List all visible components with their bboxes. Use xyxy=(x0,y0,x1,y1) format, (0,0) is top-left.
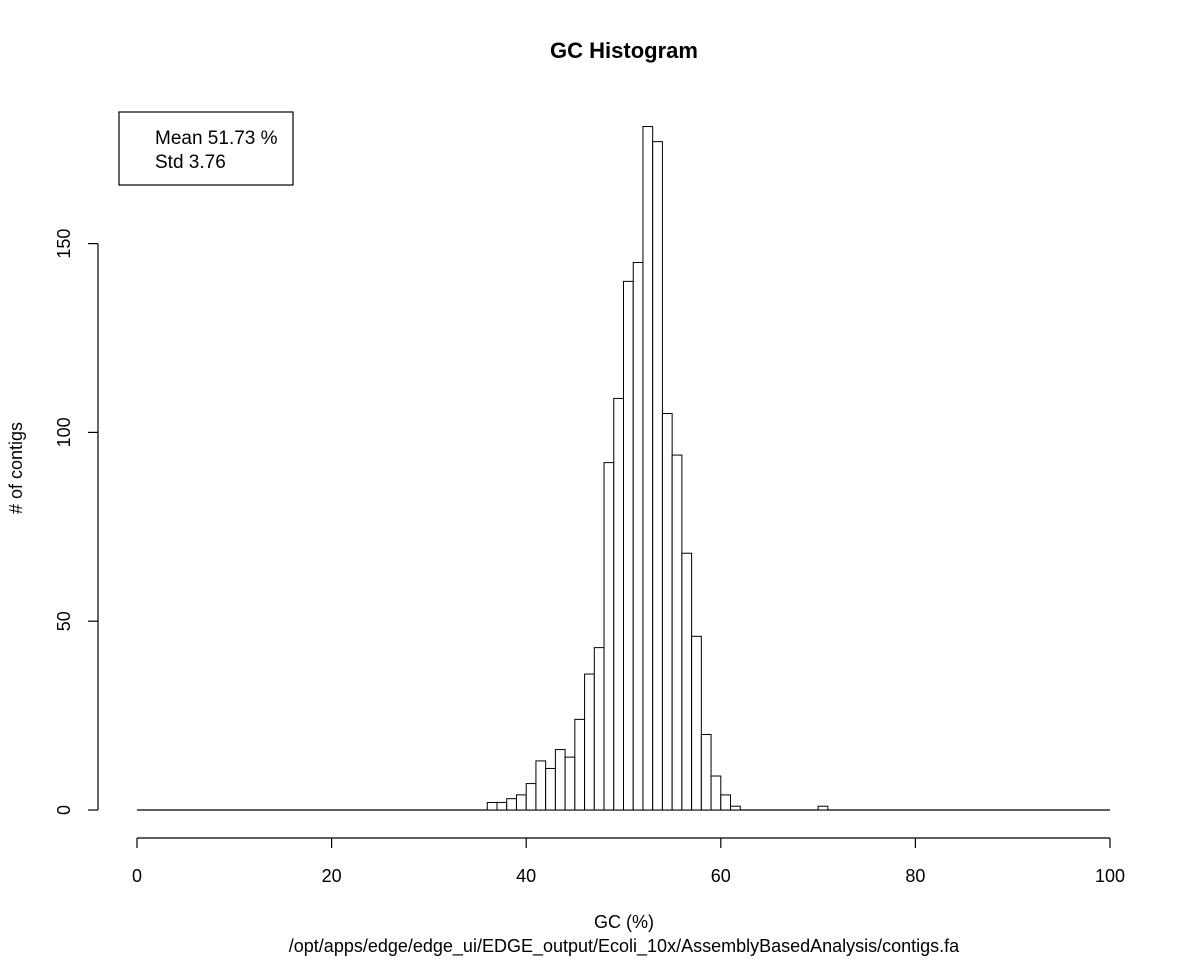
x-tick-label: 100 xyxy=(1095,866,1125,886)
histogram-bar xyxy=(554,749,566,811)
y-ticks: 0 50 100 150 xyxy=(54,229,98,815)
histogram-bar xyxy=(671,454,683,811)
histogram-bar xyxy=(623,280,634,811)
histogram-bar xyxy=(603,462,615,811)
x-axis-subtitle: /opt/apps/edge/edge_ui/EDGE_output/Ecoli… xyxy=(289,936,960,957)
histogram-bar xyxy=(720,794,732,811)
legend: Mean 51.73 % Std 3.76 xyxy=(118,111,294,186)
histogram-bar xyxy=(730,805,741,811)
y-tick-label: 50 xyxy=(54,611,74,631)
histogram-bar xyxy=(574,718,586,811)
x-tick-label: 80 xyxy=(905,866,925,886)
y-tick-label: 150 xyxy=(54,229,74,259)
x-axis-label: GC (%) xyxy=(594,912,654,932)
histogram-bars xyxy=(486,126,829,811)
chart-title: GC Histogram xyxy=(550,38,698,63)
histogram-bar xyxy=(632,261,644,811)
histogram-bar xyxy=(817,805,829,811)
histogram-bar xyxy=(545,767,556,811)
x-tick-label: 0 xyxy=(132,866,142,886)
histogram-bar xyxy=(515,794,527,811)
histogram-bar xyxy=(535,760,547,811)
histogram-bar xyxy=(564,756,576,811)
histogram-bar xyxy=(496,801,508,811)
histogram-bar xyxy=(525,783,537,811)
histogram-bar xyxy=(506,798,517,811)
x-tick-label: 40 xyxy=(516,866,536,886)
histogram-bar xyxy=(584,673,595,811)
histogram-bar xyxy=(710,775,722,811)
legend-box xyxy=(118,111,294,186)
histogram-bar xyxy=(652,141,663,811)
legend-mean: Mean 51.73 % xyxy=(155,128,278,149)
histogram-bar xyxy=(486,801,498,811)
legend-std: Std 3.76 xyxy=(155,152,226,173)
histogram-bar xyxy=(661,413,673,811)
x-tick-label: 20 xyxy=(322,866,342,886)
histogram-bar xyxy=(613,397,625,811)
y-axis: 0 50 100 150 xyxy=(54,229,99,815)
y-tick-label: 100 xyxy=(54,417,74,447)
histogram-bar xyxy=(642,126,654,811)
x-tick-label: 60 xyxy=(711,866,731,886)
y-axis-label: # of contigs xyxy=(6,422,26,514)
x-axis: 0 20 40 60 80 100 xyxy=(132,837,1125,886)
histogram-bar xyxy=(593,647,605,811)
histogram-bar xyxy=(681,552,693,811)
histogram-bar xyxy=(700,733,712,811)
x-ticks: 0 20 40 60 80 100 xyxy=(132,838,1125,886)
y-tick-label: 0 xyxy=(54,805,74,815)
histogram-bar xyxy=(691,635,702,811)
